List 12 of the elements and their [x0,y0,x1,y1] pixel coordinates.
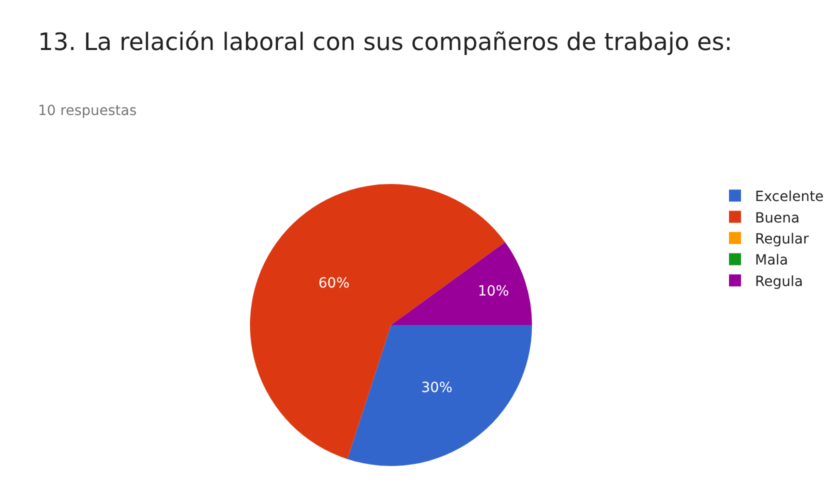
legend-label: Mala [755,252,788,269]
data-label: 10% [478,284,510,300]
text: 10 respuestas [38,103,137,119]
legend-label: Buena [755,210,800,226]
legend-label: Excelente [755,189,824,206]
pie-slice [391,242,532,325]
legend-label: Regula [755,274,803,290]
legend-label: Regular [755,231,809,248]
chart-title: 13. La relación laboral con sus compañeros de trabajo es: [38,28,732,56]
data-label: 30% [421,380,452,396]
data-label: 60% [318,276,350,292]
pie-slice [347,325,532,466]
